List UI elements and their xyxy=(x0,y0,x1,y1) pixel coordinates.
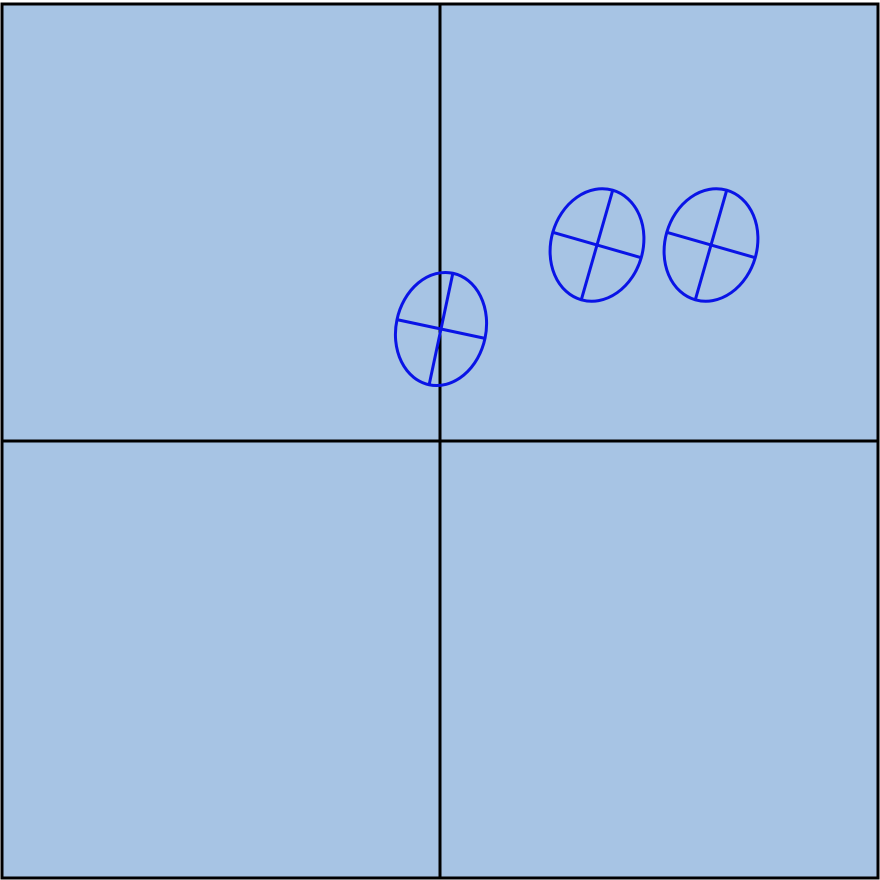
marker-near-origin xyxy=(393,270,489,388)
crosshair-vertical-line xyxy=(579,189,615,301)
crosshair-vertical-line xyxy=(427,272,455,386)
crosshair-vertical-line xyxy=(693,189,729,301)
marker-middle xyxy=(548,187,646,303)
markers-layer xyxy=(393,187,760,388)
marker-right xyxy=(662,187,760,303)
